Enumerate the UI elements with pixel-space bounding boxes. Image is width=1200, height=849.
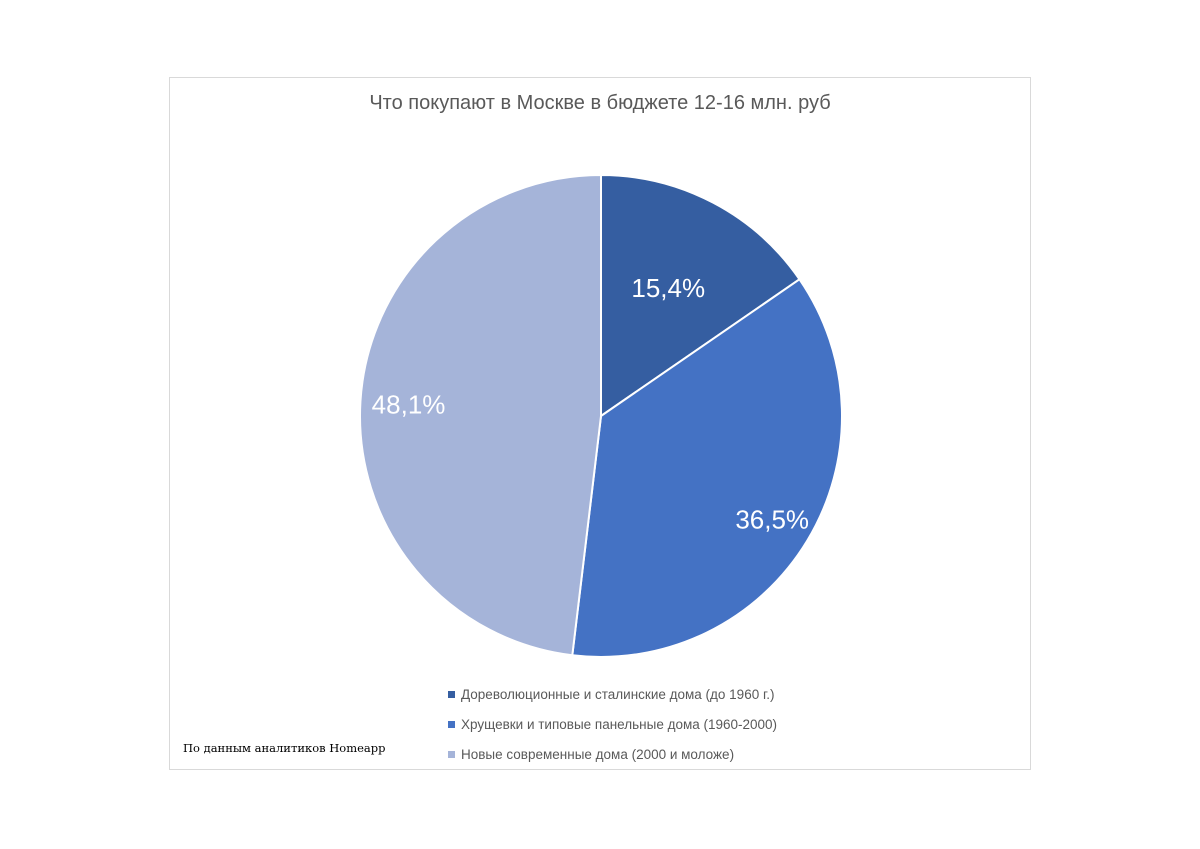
legend-swatch — [448, 690, 455, 698]
legend: Дореволюционные и сталинские дома (до 19… — [448, 679, 777, 769]
legend-item-prerevolutionary: Дореволюционные и сталинские дома (до 19… — [448, 679, 777, 709]
legend-label: Хрущевки и типовые панельные дома (1960-… — [461, 716, 778, 732]
pie-labels: 15,4% 36,5% 48,1% — [372, 273, 809, 534]
legend-label: Новые современные дома (2000 и моложе) — [461, 746, 735, 762]
slice-prerevolutionary — [600, 173, 801, 418]
label-khrushchevka: 36,5% — [735, 504, 809, 534]
label-prerevolutionary: 15,4% — [631, 273, 705, 303]
label-modern: 48,1% — [372, 389, 446, 419]
legend-item-modern: Новые современные дома (2000 и моложе) — [448, 739, 777, 769]
chart-frame: Что покупают в Москве в бюджете 12-16 мл… — [169, 77, 1031, 770]
legend-label: Дореволюционные и сталинские дома (до 19… — [461, 686, 775, 702]
legend-item-khrushchevka: Хрущевки и типовые панельные дома (1960-… — [448, 709, 777, 739]
legend-swatch — [448, 750, 455, 758]
legend-swatch — [448, 720, 455, 728]
slice-khrushchevka — [571, 277, 843, 658]
source-note: По данным аналитиков Homeapp — [183, 741, 386, 755]
slice-modern — [359, 173, 602, 657]
chart-title: Что покупают в Москве в бюджете 12-16 мл… — [369, 92, 831, 114]
pie-slices — [359, 173, 843, 658]
pie-chart: 15,4% 36,5% 48,1% — [359, 173, 843, 658]
